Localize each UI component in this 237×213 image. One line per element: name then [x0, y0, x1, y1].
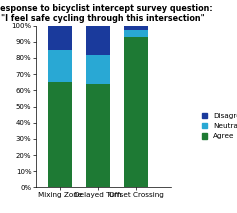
Title: Response to bicyclist intercept survey question:
"I feel safe cycling through th: Response to bicyclist intercept survey q… [0, 4, 212, 23]
Bar [86, 84, 110, 187]
Bar [124, 30, 148, 37]
Bar [124, 37, 148, 187]
Bar [124, 26, 148, 30]
Bar [86, 26, 110, 55]
Bar [48, 50, 72, 82]
Bar [48, 26, 72, 50]
Legend: Disagree, Neutral, Agree: Disagree, Neutral, Agree [202, 112, 237, 139]
Bar [86, 55, 110, 84]
Bar [48, 82, 72, 187]
